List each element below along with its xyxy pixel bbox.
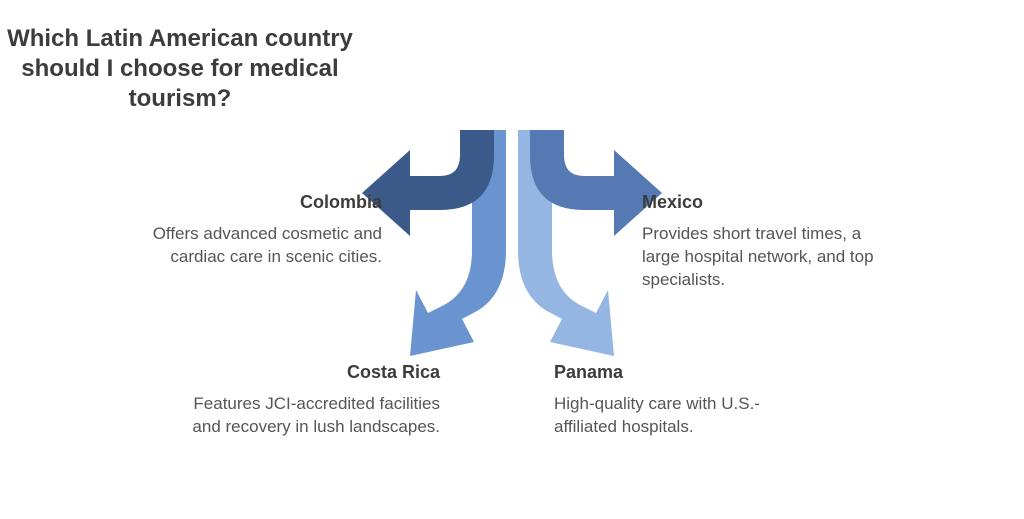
option-panama-desc: High-quality care with U.S.-affiliated h… [554, 393, 784, 439]
option-colombia: Colombia Offers advanced cosmetic and ca… [142, 192, 382, 269]
option-costa-rica-heading: Costa Rica [190, 362, 440, 383]
diagram-title: Which Latin American country should I ch… [0, 24, 1024, 114]
option-mexico: Mexico Provides short travel times, a la… [642, 192, 882, 292]
arrows-svg [362, 130, 662, 360]
diagram-canvas: { "canvas": { "width": 1024, "height": 5… [0, 0, 1024, 519]
option-colombia-desc: Offers advanced cosmetic and cardiac car… [142, 223, 382, 269]
option-costa-rica-desc: Features JCI-accredited facilities and r… [190, 393, 440, 439]
option-costa-rica: Costa Rica Features JCI-accredited facil… [190, 362, 440, 439]
option-panama-heading: Panama [554, 362, 784, 383]
option-mexico-heading: Mexico [642, 192, 882, 213]
option-colombia-heading: Colombia [142, 192, 382, 213]
option-mexico-desc: Provides short travel times, a large hos… [642, 223, 882, 292]
decision-arrows [362, 130, 662, 360]
option-panama: Panama High-quality care with U.S.-affil… [554, 362, 784, 439]
diagram-title-text: Which Latin American country should I ch… [0, 24, 360, 114]
